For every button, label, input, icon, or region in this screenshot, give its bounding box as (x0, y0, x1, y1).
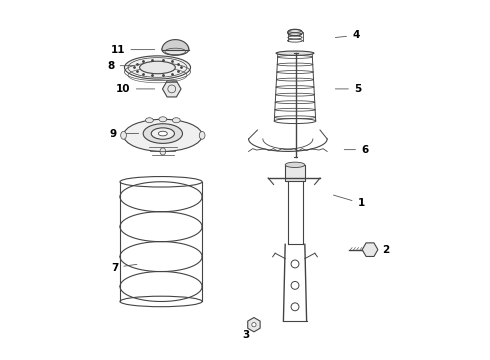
Ellipse shape (151, 128, 174, 139)
Ellipse shape (162, 44, 189, 55)
Text: 2: 2 (374, 245, 390, 255)
Text: 11: 11 (111, 45, 155, 55)
Bar (285, 165, 305, 181)
Text: 3: 3 (243, 325, 250, 341)
Ellipse shape (172, 118, 180, 123)
Ellipse shape (143, 124, 182, 143)
Text: 7: 7 (111, 262, 137, 273)
Text: 10: 10 (116, 84, 155, 94)
Ellipse shape (159, 117, 167, 122)
Ellipse shape (124, 56, 191, 79)
Ellipse shape (291, 260, 299, 268)
Ellipse shape (276, 51, 314, 55)
Ellipse shape (252, 323, 256, 327)
Text: 1: 1 (333, 195, 365, 208)
Ellipse shape (160, 148, 166, 155)
Text: 4: 4 (335, 30, 360, 40)
Ellipse shape (291, 282, 299, 289)
Ellipse shape (123, 119, 202, 152)
Ellipse shape (291, 303, 299, 311)
Text: 9: 9 (109, 129, 139, 139)
Ellipse shape (285, 162, 305, 167)
Text: 8: 8 (107, 61, 133, 71)
Ellipse shape (140, 61, 175, 74)
Ellipse shape (121, 131, 126, 139)
Ellipse shape (158, 131, 167, 136)
Ellipse shape (199, 131, 205, 139)
Ellipse shape (288, 29, 302, 36)
Ellipse shape (146, 118, 153, 123)
Text: 6: 6 (344, 145, 368, 155)
Text: 5: 5 (335, 84, 361, 94)
